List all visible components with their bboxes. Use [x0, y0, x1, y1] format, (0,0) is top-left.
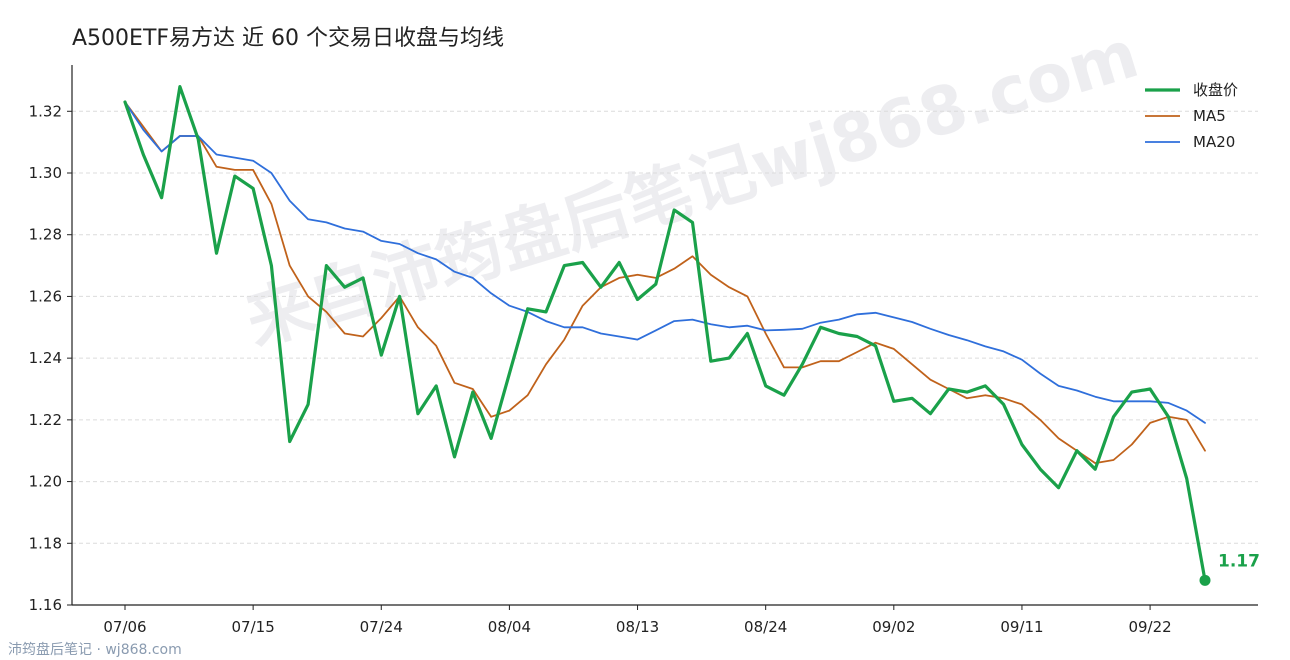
ma20-line: [124, 101, 1206, 424]
y-tick-label: 1.24: [29, 349, 62, 367]
footer-credit: 沛筠盘后笔记 · wj868.com: [8, 641, 182, 658]
x-tick-label: 09/11: [1000, 618, 1043, 636]
legend-label: 收盘价: [1193, 81, 1238, 99]
series-layer: 1.17: [123, 85, 1260, 586]
watermark: 来自沛筠盘后笔记wj868.com: [237, 15, 1147, 360]
x-tick-label: 09/02: [872, 618, 915, 636]
x-tick-label: 09/22: [1128, 618, 1171, 636]
legend-label: MA20: [1193, 133, 1235, 151]
x-tick-label: 07/15: [232, 618, 275, 636]
x-tick-label: 07/24: [360, 618, 403, 636]
ma5-line: [124, 101, 1206, 464]
y-tick-label: 1.26: [29, 287, 62, 305]
y-tick-label: 1.18: [29, 534, 62, 552]
y-tick-label: 1.22: [29, 411, 62, 429]
y-tick-label: 1.20: [29, 473, 62, 491]
x-tick-label: 08/04: [488, 618, 531, 636]
y-tick-label: 1.16: [29, 596, 62, 614]
x-tick-label: 08/24: [744, 618, 787, 636]
close-price-line: [123, 85, 1207, 582]
last-close-point: [1199, 574, 1211, 586]
legend: 收盘价 MA5 MA20: [1145, 81, 1238, 151]
x-tick-label: 08/13: [616, 618, 659, 636]
y-tick-label: 1.32: [29, 102, 62, 120]
last-close-label: 1.17: [1218, 551, 1260, 571]
y-tick-label: 1.30: [29, 164, 62, 182]
x-tick-label: 07/06: [103, 618, 146, 636]
axes: 1.16 1.18 1.20 1.22 1.24 1.26 1.28 1.30 1.32 07/0…: [29, 65, 1258, 636]
chart-title: A500ETF易方达 近 60 个交易日收盘与均线: [72, 26, 504, 51]
y-tick-label: 1.28: [29, 226, 62, 244]
legend-label: MA5: [1193, 107, 1226, 125]
